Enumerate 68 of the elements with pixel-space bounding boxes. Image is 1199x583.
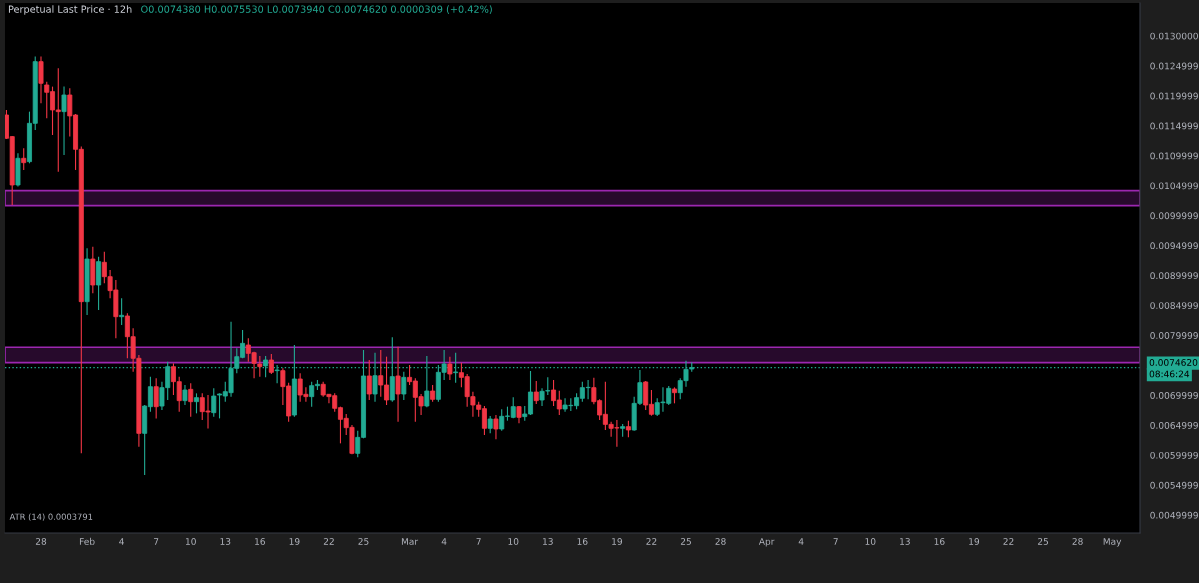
y-tick-label: 0.0119999 (1150, 92, 1198, 100)
y-tick-label: 0.0109999 (1150, 152, 1198, 160)
x-tick-label: 4 (798, 538, 804, 545)
x-tick-label: 25 (358, 538, 369, 545)
x-tick-label: 16 (577, 538, 588, 545)
x-tick-label: 28 (35, 538, 47, 545)
y-tick-label: 0.0130000 (1150, 32, 1198, 40)
y-tick-label: 0.0049999 (1150, 511, 1198, 519)
x-tick-label: 10 (865, 538, 876, 545)
y-tick-label: 0.0124999 (1150, 62, 1198, 70)
candlestick (193, 392, 199, 414)
x-tick-label: 4 (441, 538, 447, 545)
x-tick-label: 28 (1072, 538, 1083, 545)
y-tick-label: 0.0059999 (1150, 451, 1198, 459)
y-tick-label: 0.0094999 (1150, 242, 1198, 250)
x-tick-label: Apr (758, 538, 775, 547)
x-tick-label: Mar (401, 538, 419, 545)
candlestick (493, 414, 499, 440)
candlestick (153, 377, 159, 419)
x-tick-label: 28 (715, 538, 726, 545)
candlestick (268, 353, 274, 375)
x-tick-label: 22 (646, 538, 657, 545)
candlestick (533, 380, 539, 405)
chart-title: Perpetual Last Price · 12h (8, 5, 132, 15)
x-tick-label: 10 (508, 538, 519, 545)
candlestick (21, 147, 27, 171)
y-tick-label: 0.0114999 (1150, 122, 1198, 130)
candlestick (119, 297, 125, 326)
candlestick (395, 346, 401, 423)
y-tick-label: 0.0104999 (1150, 182, 1198, 190)
x-tick-label: 19 (612, 538, 622, 545)
ref-line-label: 0.0074620 (1149, 359, 1198, 366)
candlestick (188, 382, 194, 418)
x-tick-label: 25 (680, 538, 691, 545)
y-tick-label: 0.0069999 (1150, 392, 1198, 399)
candlestick (96, 256, 102, 311)
x-tick-label: May (1103, 538, 1122, 547)
x-tick-label: 19 (969, 538, 980, 545)
candlestick (182, 384, 188, 406)
x-tick-label: 22 (1003, 538, 1014, 545)
candlestick (401, 371, 407, 401)
x-tick-label: 10 (185, 538, 196, 545)
x-tick-label: 7 (154, 538, 159, 545)
x-tick-label: Feb (79, 537, 95, 545)
x-tick-label: 19 (289, 538, 300, 545)
x-tick-label: 13 (900, 538, 910, 545)
y-tick-label: 0.0084999 (1150, 302, 1198, 309)
x-tick-label: 7 (833, 538, 838, 545)
y-tick-label: 0.0099999 (1150, 212, 1198, 220)
x-tick-label: 16 (934, 538, 945, 545)
x-tick-label: 25 (1037, 538, 1049, 545)
x-tick-label: 13 (220, 538, 231, 545)
y-tick-label: 0.0064999 (1150, 421, 1198, 429)
annotation: ATR (14) 0.0003791 (9, 513, 93, 521)
y-tick-label: 0.0089999 (1150, 272, 1198, 280)
x-tick-label: 16 (255, 538, 266, 545)
candlestick (366, 359, 372, 401)
annotation: O0.0074380 H0.0075530 L0.0073940 C0.0074620 0.0000309 (+0.42%) (141, 5, 492, 14)
candlestick (61, 86, 67, 156)
candlestick (447, 356, 453, 381)
x-tick-label: 13 (543, 538, 553, 545)
text: 08:46:24 (1149, 370, 1190, 378)
x-tick-label: 22 (323, 538, 334, 545)
y-tick-label: 0.0079999 (1150, 332, 1198, 339)
candlestick (38, 56, 44, 104)
x-tick-label: 4 (119, 538, 124, 545)
x-tick-label: 7 (476, 538, 481, 545)
y-tick-label: 0.0054999 (1150, 481, 1198, 489)
